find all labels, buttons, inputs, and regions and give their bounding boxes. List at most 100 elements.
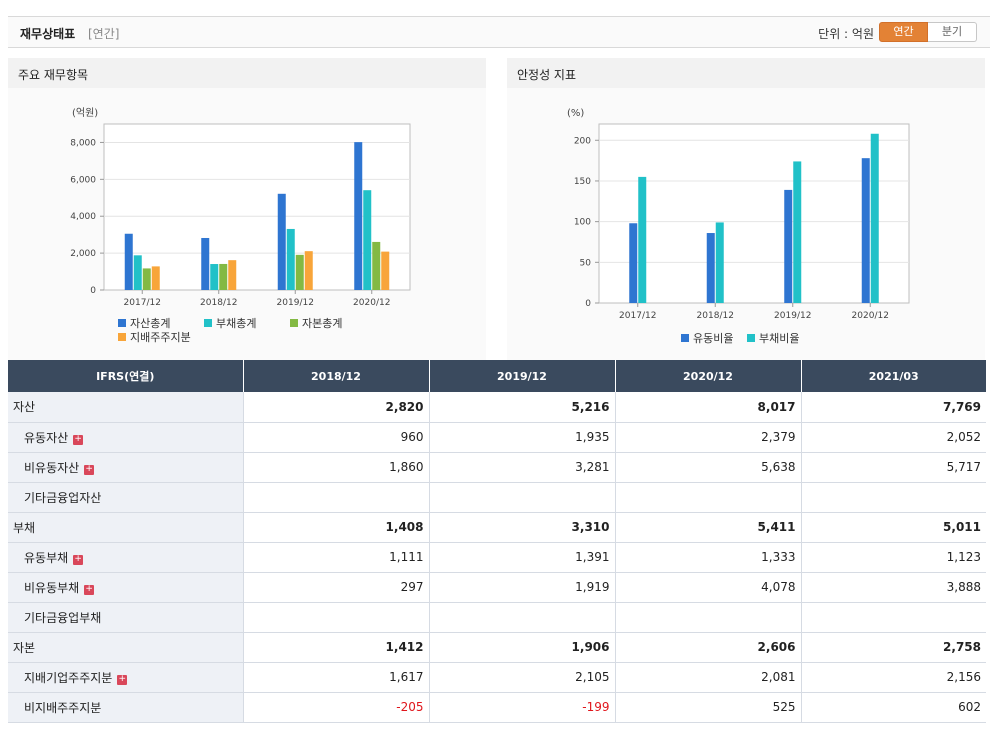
cell-value (242, 602, 429, 633)
legend-swatch (747, 334, 755, 342)
bar[interactable] (124, 233, 133, 290)
cell-value: 2,606 (614, 632, 801, 663)
table-row[interactable]: 지배기업주주지분 +1,617 2,105 2,081 2,156 (8, 662, 986, 693)
legend-swatch (204, 319, 212, 327)
cell-value: 1,391 (428, 542, 615, 573)
bar[interactable] (363, 190, 372, 290)
cell-value (242, 482, 429, 513)
bar[interactable] (381, 251, 390, 290)
cell-value: 3,888 (800, 572, 986, 603)
x-tick-label: 2017/12 (124, 298, 161, 308)
row-label-text: 유동부채 (24, 550, 69, 565)
expand-plus-icon[interactable]: + (84, 583, 95, 595)
cell-value (428, 602, 615, 633)
legend-swatch (681, 334, 689, 342)
cell-value: 1,123 (800, 542, 986, 573)
y-axis-label: (억원) (72, 107, 98, 119)
cell-value: 8,017 (614, 392, 801, 423)
cell-value: 5,216 (428, 392, 615, 423)
row-label: 유동부채 + (8, 542, 243, 573)
x-tick-label: 2020/12 (353, 298, 390, 308)
row-label-text: 비지배주주지분 (24, 700, 102, 715)
table-row[interactable]: 비유동부채 +297 1,919 4,078 3,888 (8, 572, 986, 603)
cell-value: 1,919 (428, 572, 615, 603)
bar[interactable] (638, 176, 647, 303)
bar[interactable] (219, 263, 228, 290)
y-tick-label: 0 (90, 286, 96, 296)
table-row: 기타금융업자산 (8, 482, 986, 513)
financial-items-title: 주요 재무항목 (18, 68, 89, 82)
cell-value: 1,111 (242, 542, 429, 573)
table-row[interactable]: 유동부채 +1,111 1,391 1,333 1,123 (8, 542, 986, 573)
bar[interactable] (142, 268, 151, 290)
bar[interactable] (286, 228, 295, 290)
bar[interactable] (784, 189, 793, 303)
stability-panel-header: 안정성 지표 (507, 58, 985, 88)
y-tick-label: 200 (574, 136, 591, 146)
cell-value (614, 482, 801, 513)
cell-value: 2,052 (800, 422, 986, 453)
row-label-text: 기타금융업자산 (24, 490, 102, 505)
row-label: 기타금융업자산 (8, 482, 243, 513)
stability-chart: 0 50 100 150 200 (%) 2017/12 2018/12 2019/12 2020… (567, 108, 910, 345)
row-label: 지배기업주주지분 + (8, 662, 243, 693)
row-label-text: 비유동부채 (24, 580, 80, 595)
plot-area (598, 123, 910, 304)
column-header: 2021/03 (800, 360, 986, 392)
bar[interactable] (629, 223, 638, 303)
bar[interactable] (295, 254, 304, 290)
legend-label: 지배주주지분 (130, 331, 191, 344)
bar[interactable] (706, 233, 715, 303)
cell-value: 525 (614, 692, 801, 723)
row-label: 비유동부채 + (8, 572, 243, 603)
table-row[interactable]: 비유동자산 +1,860 3,281 5,638 5,717 (8, 452, 986, 483)
page-title: 재무상태표 (20, 27, 76, 41)
legend-label: 부채총계 (216, 317, 256, 330)
statement-header: 재무상태표 [연간] 단위 : 억원 연간 분기 (8, 16, 990, 48)
row-label-text: 지배기업주주지분 (24, 670, 113, 685)
legend-swatch (118, 333, 126, 341)
cell-value: 960 (242, 422, 429, 453)
y-axis-label: (%) (567, 108, 584, 119)
bar[interactable] (715, 222, 724, 303)
bar[interactable] (151, 266, 160, 290)
cell-value: 7,769 (800, 392, 986, 423)
cell-value: 1,412 (242, 632, 429, 663)
bar[interactable] (201, 237, 210, 290)
financial-items-chart-panel: 0 2,000 4,000 6,000 8,000 (억원) 2017/12 2018/12 2… (8, 88, 486, 360)
stability-chart-panel: 0 50 100 150 200 (%) 2017/12 2018/12 2019/12 2020… (507, 88, 985, 360)
cell-value: 2,820 (242, 392, 429, 423)
period-subtitle: [연간] (88, 27, 120, 41)
expand-plus-icon[interactable]: + (73, 433, 84, 445)
expand-plus-icon[interactable]: + (117, 673, 128, 685)
row-label-text: 비유동자산 (24, 460, 80, 475)
bar[interactable] (372, 241, 381, 290)
bar[interactable] (133, 255, 142, 290)
bar[interactable] (210, 264, 219, 290)
x-tick-label: 2020/12 (852, 311, 889, 321)
row-label: 유동자산 + (8, 422, 243, 453)
balance-sheet-table: IFRS(연결) 2018/12 2019/12 2020/12 2021/03… (8, 360, 986, 723)
bar[interactable] (228, 260, 237, 290)
cell-value: -205 (242, 692, 429, 723)
row-label: 자본 (8, 632, 243, 663)
bar[interactable] (304, 251, 313, 290)
y-tick-label: 4,000 (70, 212, 96, 222)
table-row[interactable]: 유동자산 +960 1,935 2,379 2,052 (8, 422, 986, 453)
x-tick-label: 2019/12 (277, 298, 314, 308)
legend-label: 자본총계 (302, 317, 342, 330)
annual-toggle-button[interactable]: 연간 (879, 22, 928, 42)
column-header: 2018/12 (242, 360, 429, 392)
bar[interactable] (793, 161, 802, 303)
expand-plus-icon[interactable]: + (84, 463, 95, 475)
bar[interactable] (277, 193, 286, 290)
bar[interactable] (354, 142, 363, 290)
bar[interactable] (861, 158, 870, 303)
expand-plus-icon[interactable]: + (73, 553, 84, 565)
y-tick-label: 6,000 (70, 175, 96, 185)
quarterly-toggle-button[interactable]: 분기 (928, 22, 977, 42)
y-tick-label: 2,000 (70, 249, 96, 259)
cell-value: 2,105 (428, 662, 615, 693)
cell-value: 2,758 (800, 632, 986, 663)
bar[interactable] (870, 133, 879, 303)
